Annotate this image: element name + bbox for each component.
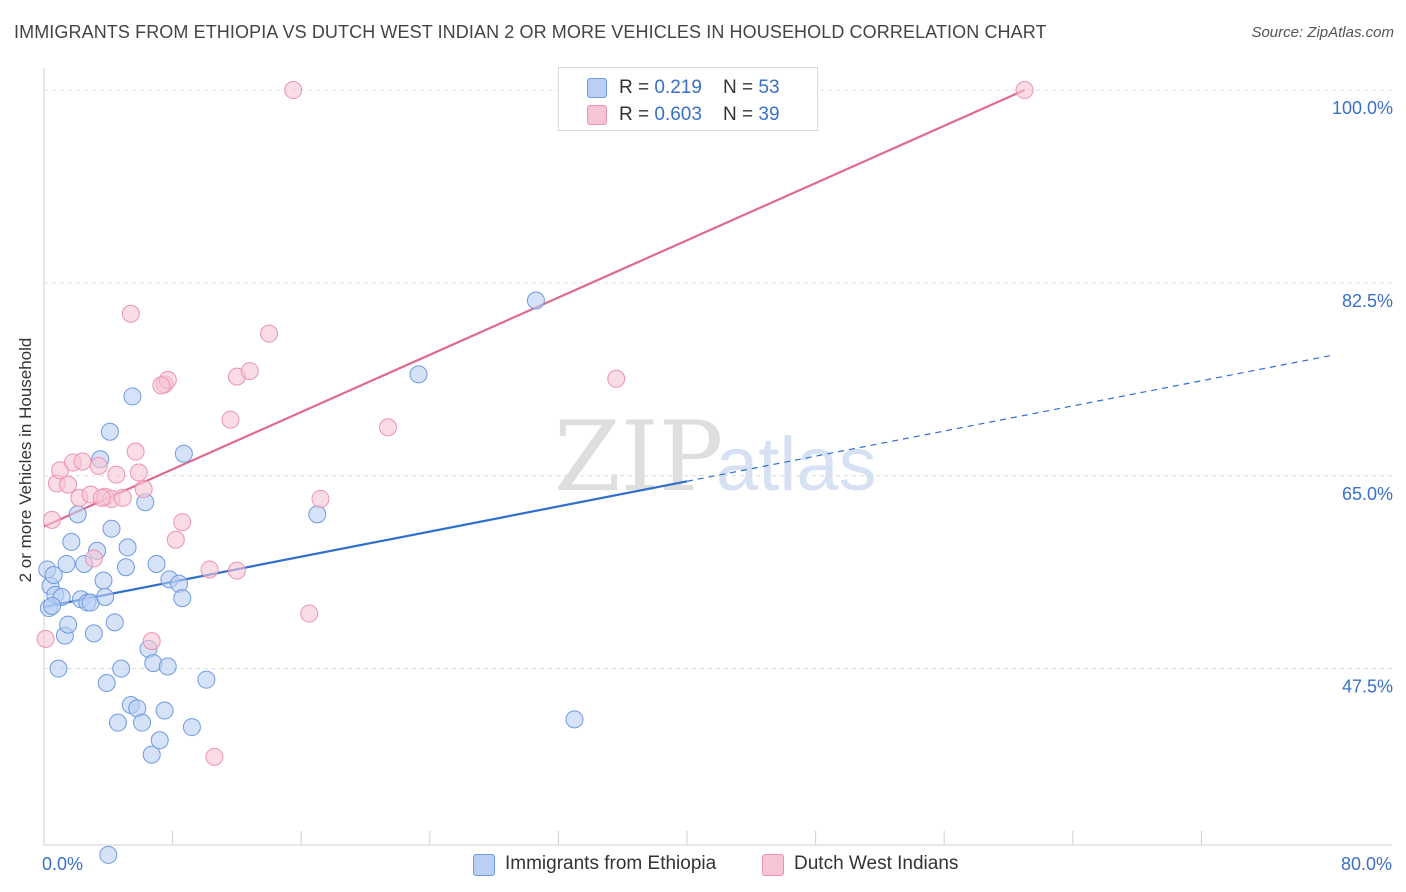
point-ethiopia xyxy=(112,659,131,678)
point-dutch-west-indians xyxy=(300,604,319,623)
x-tick-label: 80.0% xyxy=(1341,854,1392,874)
legend-swatch-ethiopia xyxy=(587,78,607,98)
legend: R = 0.219 N = 53 R = 0.603 N = 39 xyxy=(558,67,818,131)
point-dutch-west-indians xyxy=(200,560,219,579)
point-ethiopia xyxy=(197,670,216,689)
point-ethiopia xyxy=(142,745,161,764)
point-dutch-west-indians xyxy=(240,362,259,381)
point-dutch-west-indians xyxy=(89,456,108,475)
point-ethiopia xyxy=(100,422,119,441)
watermark: ZIP atlas xyxy=(554,401,877,513)
point-ethiopia xyxy=(62,532,81,551)
point-dutch-west-indians xyxy=(284,81,303,100)
watermark-zip: ZIP xyxy=(554,401,723,513)
bottom-legend-label-ethiopia: Immigrants from Ethiopia xyxy=(505,853,717,874)
point-dutch-west-indians xyxy=(59,475,78,494)
y-tick-label: 65.0% xyxy=(1342,484,1393,504)
point-ethiopia xyxy=(97,673,116,692)
point-dutch-west-indians xyxy=(129,463,148,482)
point-ethiopia xyxy=(57,554,76,573)
legend-n-value-dutch-west-indians: 39 xyxy=(758,104,780,125)
x-tick-label: 0.0% xyxy=(42,854,83,874)
point-ethiopia xyxy=(116,558,135,577)
trend-lines xyxy=(43,89,1331,609)
point-ethiopia xyxy=(68,505,87,524)
point-dutch-west-indians xyxy=(227,561,246,580)
point-ethiopia xyxy=(147,554,166,573)
point-dutch-west-indians xyxy=(142,632,161,651)
tick-labels: 100.0% 82.5% 65.0% 47.5% 0.0% 80.0% xyxy=(42,98,1393,874)
y-tick-label: 47.5% xyxy=(1342,677,1393,697)
bottom-legend-swatch-ethiopia xyxy=(473,854,495,876)
point-ethiopia xyxy=(84,624,103,643)
point-dutch-west-indians xyxy=(1015,81,1034,100)
point-dutch-west-indians xyxy=(166,530,185,549)
legend-n-value-ethiopia: 53 xyxy=(758,77,780,98)
axes xyxy=(43,68,1392,846)
legend-r-value-dutch-west-indians: 0.603 xyxy=(654,104,702,125)
point-ethiopia xyxy=(105,613,124,632)
point-dutch-west-indians xyxy=(173,513,192,532)
point-dutch-west-indians xyxy=(205,747,224,766)
point-ethiopia xyxy=(43,596,62,615)
point-dutch-west-indians xyxy=(126,442,145,461)
point-dutch-west-indians xyxy=(73,452,92,471)
bottom-legend-swatch-dutch-west-indians xyxy=(762,854,784,876)
point-dutch-west-indians xyxy=(84,549,103,568)
point-ethiopia xyxy=(99,845,118,864)
point-ethiopia xyxy=(108,713,127,732)
point-ethiopia xyxy=(133,713,152,732)
point-ethiopia xyxy=(94,571,113,590)
point-ethiopia xyxy=(409,365,428,384)
bottom-legend: Immigrants from Ethiopia Dutch West Indi… xyxy=(0,852,1406,878)
point-dutch-west-indians xyxy=(121,304,140,323)
y-tick-label: 82.5% xyxy=(1342,291,1393,311)
point-dutch-west-indians xyxy=(221,410,240,429)
point-dutch-west-indians xyxy=(92,488,111,507)
point-dutch-west-indians xyxy=(43,510,62,529)
point-ethiopia xyxy=(155,701,174,720)
point-ethiopia xyxy=(102,519,121,538)
point-dutch-west-indians xyxy=(113,488,132,507)
chart-title: IMMIGRANTS FROM ETHIOPIA VS DUTCH WEST I… xyxy=(14,22,1047,42)
point-ethiopia xyxy=(150,731,169,750)
legend-n-label: N = xyxy=(723,77,759,98)
trend-line-ethiopia xyxy=(43,480,688,609)
y-axis-label: 2 or more Vehicles in Household xyxy=(16,337,35,583)
point-dutch-west-indians xyxy=(36,629,55,648)
point-dutch-west-indians xyxy=(311,489,330,508)
point-dutch-west-indians xyxy=(379,418,398,437)
watermark-atlas: atlas xyxy=(716,422,877,507)
point-dutch-west-indians xyxy=(607,369,626,388)
point-ethiopia xyxy=(182,718,201,737)
point-dutch-west-indians xyxy=(152,376,171,395)
legend-n-label: N = xyxy=(723,104,759,125)
point-ethiopia xyxy=(49,659,68,678)
point-ethiopia xyxy=(526,291,545,310)
point-ethiopia xyxy=(173,589,192,608)
point-ethiopia xyxy=(96,588,115,607)
bottom-legend-label-dutch-west-indians: Dutch West Indians xyxy=(794,853,959,874)
y-tick-label: 100.0% xyxy=(1332,98,1393,118)
legend-r-label: R = xyxy=(619,77,655,98)
point-ethiopia xyxy=(565,710,584,729)
legend-r-value-ethiopia: 0.219 xyxy=(654,77,702,98)
point-ethiopia xyxy=(174,444,193,463)
legend-swatch-dutch-west-indians xyxy=(587,105,607,125)
point-dutch-west-indians xyxy=(134,480,153,499)
point-ethiopia xyxy=(118,538,137,557)
point-ethiopia xyxy=(59,615,78,634)
point-dutch-west-indians xyxy=(107,465,126,484)
point-ethiopia xyxy=(123,387,142,406)
point-ethiopia xyxy=(158,657,177,676)
point-dutch-west-indians xyxy=(260,324,279,343)
chart-source: Source: ZipAtlas.com xyxy=(1251,24,1394,41)
legend-r-label: R = xyxy=(619,104,655,125)
point-ethiopia xyxy=(44,565,63,584)
point-ethiopia xyxy=(308,505,327,524)
data-points xyxy=(36,81,1034,864)
